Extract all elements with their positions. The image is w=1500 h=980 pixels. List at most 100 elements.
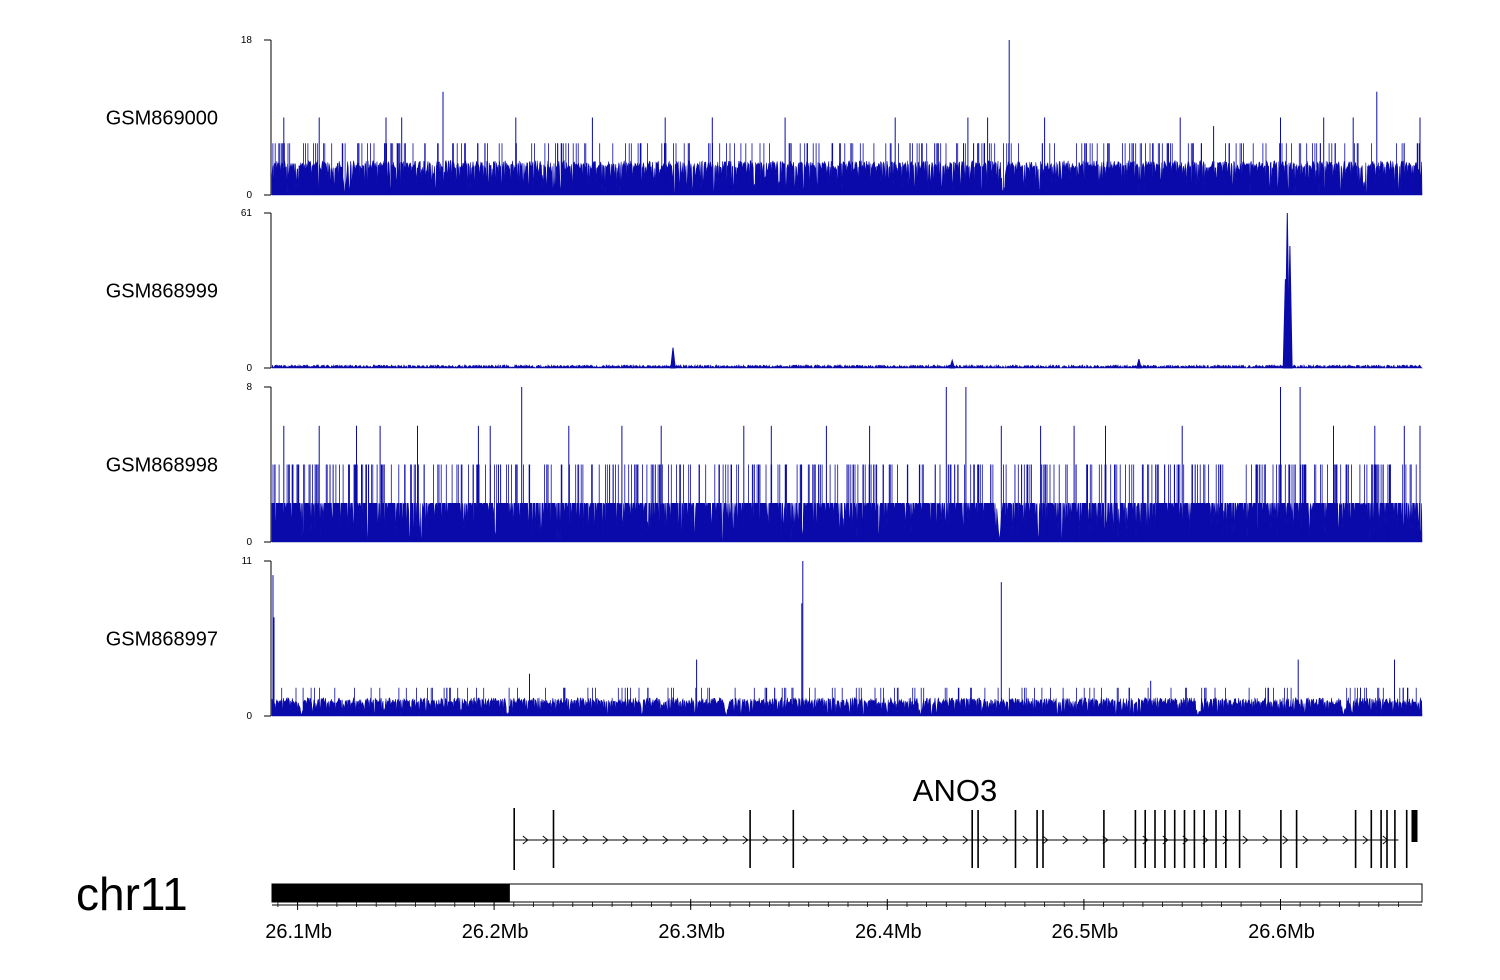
gene-exon bbox=[971, 810, 973, 868]
gene-exon bbox=[1370, 810, 1373, 868]
strand-arrow bbox=[702, 835, 709, 845]
gene-exon bbox=[1036, 810, 1038, 868]
strand-arrow bbox=[762, 835, 769, 845]
strand-arrow bbox=[562, 835, 569, 845]
strand-arrow bbox=[1242, 835, 1249, 845]
strand-arrow bbox=[582, 835, 589, 845]
strand-arrow bbox=[882, 835, 889, 845]
y-min-label: 0 bbox=[246, 537, 252, 548]
track-gsm868997: GSM868997 11 0 bbox=[106, 556, 1423, 722]
gene-exon bbox=[1225, 810, 1227, 868]
strand-arrow bbox=[922, 835, 929, 845]
genomic-x-axis: 26.1Mb 26.2Mb 26.3Mb 26.4Mb 26.5Mb 26.6Mb bbox=[265, 899, 1422, 943]
x-tick-label: 26.1Mb bbox=[265, 921, 332, 943]
gene-exon bbox=[977, 810, 979, 868]
gene-exon bbox=[1354, 810, 1357, 868]
strand-arrow bbox=[522, 835, 529, 845]
x-tick-label: 26.2Mb bbox=[462, 921, 529, 943]
y-max-label: 11 bbox=[242, 556, 253, 567]
coverage-peak bbox=[670, 347, 676, 369]
coverage-area bbox=[271, 363, 1423, 370]
gene-exon bbox=[1193, 810, 1196, 868]
gene-exon bbox=[1042, 810, 1044, 868]
x-tick-label: 26.5Mb bbox=[1052, 921, 1119, 943]
strand-arrow bbox=[1002, 835, 1009, 845]
strand-arrow bbox=[602, 835, 609, 845]
gene-exon bbox=[1014, 810, 1017, 868]
strand-arrow bbox=[962, 835, 969, 845]
gene-exon bbox=[513, 808, 515, 870]
strand-arrow bbox=[682, 835, 689, 845]
gene-exon bbox=[1154, 810, 1156, 868]
track-gsm869000: GSM869000 18 0 bbox=[106, 35, 1423, 201]
strand-arrow bbox=[842, 835, 849, 845]
strand-arrow bbox=[1342, 835, 1349, 845]
strand-arrow bbox=[1062, 835, 1069, 845]
track-label: GSM868998 bbox=[106, 455, 218, 477]
strand-arrow bbox=[1122, 835, 1129, 845]
strand-arrow bbox=[1262, 835, 1269, 845]
strand-arrow bbox=[662, 835, 669, 845]
track-label: GSM868999 bbox=[106, 281, 218, 303]
gene-exon bbox=[1103, 810, 1105, 868]
coverage-area bbox=[271, 159, 1423, 196]
y-min-label: 0 bbox=[246, 190, 252, 201]
gene-exon bbox=[1295, 810, 1298, 868]
y-max-label: 61 bbox=[241, 208, 253, 219]
y-min-label: 0 bbox=[246, 363, 252, 374]
gene-exon bbox=[1183, 810, 1186, 868]
x-tick-label: 26.4Mb bbox=[855, 921, 922, 943]
track-gsm868999: GSM868999 61 0 bbox=[106, 208, 1423, 374]
track-label: GSM868997 bbox=[106, 629, 218, 651]
strand-arrow bbox=[722, 835, 729, 845]
gene-name-label: ANO3 bbox=[913, 773, 997, 808]
gene-exon bbox=[1394, 810, 1396, 868]
strand-arrow bbox=[742, 835, 749, 845]
strand-arrow bbox=[1282, 835, 1289, 845]
gene-exon bbox=[1164, 810, 1166, 868]
gene-exon bbox=[1405, 810, 1408, 868]
y-min-label: 0 bbox=[246, 711, 252, 722]
strand-arrow bbox=[862, 835, 869, 845]
gene-exon bbox=[552, 810, 555, 868]
gene-exon bbox=[1134, 810, 1137, 868]
strand-arrow bbox=[1222, 835, 1229, 845]
coverage-peak bbox=[949, 358, 956, 369]
strand-arrow bbox=[1082, 835, 1089, 845]
gene-exon bbox=[1144, 810, 1146, 868]
gene-exon bbox=[749, 810, 751, 868]
strand-arrow bbox=[902, 835, 909, 845]
strand-arrow bbox=[1042, 835, 1049, 845]
coverage-peak bbox=[1282, 279, 1289, 369]
gene-exon bbox=[1215, 810, 1217, 868]
strand-arrow bbox=[1322, 835, 1329, 845]
strand-arrow bbox=[1302, 835, 1309, 845]
gene-exon bbox=[1386, 810, 1388, 868]
strand-arrow bbox=[942, 835, 949, 845]
strand-arrow bbox=[982, 835, 989, 845]
gene-exon bbox=[1411, 810, 1418, 842]
track-gsm868998: GSM868998 8 0 bbox=[106, 382, 1423, 548]
strand-arrow bbox=[1362, 835, 1369, 845]
ideogram-highlight bbox=[272, 884, 510, 902]
gene-exon bbox=[1173, 810, 1176, 868]
chromosome-ideogram: chr11 bbox=[76, 868, 1423, 920]
coverage-tracks: GSM869000180GSM868999610GSM86899880GSM86… bbox=[106, 35, 1423, 722]
strand-arrow bbox=[822, 835, 829, 845]
track-label: GSM869000 bbox=[106, 108, 218, 130]
x-tick-label: 26.6Mb bbox=[1248, 921, 1315, 943]
gene-exon bbox=[1238, 810, 1241, 868]
coverage-area bbox=[271, 696, 1423, 717]
x-tick-label: 26.3Mb bbox=[658, 921, 725, 943]
gene-exon bbox=[1280, 810, 1282, 868]
gene-exon bbox=[1380, 810, 1382, 868]
strand-arrow bbox=[542, 835, 549, 845]
strand-arrow bbox=[642, 835, 649, 845]
y-max-label: 8 bbox=[246, 382, 252, 393]
y-max-label: 18 bbox=[241, 35, 253, 46]
strand-arrow bbox=[782, 835, 789, 845]
gene-exon bbox=[1203, 810, 1205, 868]
coverage-peak bbox=[1136, 358, 1142, 369]
chromosome-label: chr11 bbox=[76, 868, 188, 920]
